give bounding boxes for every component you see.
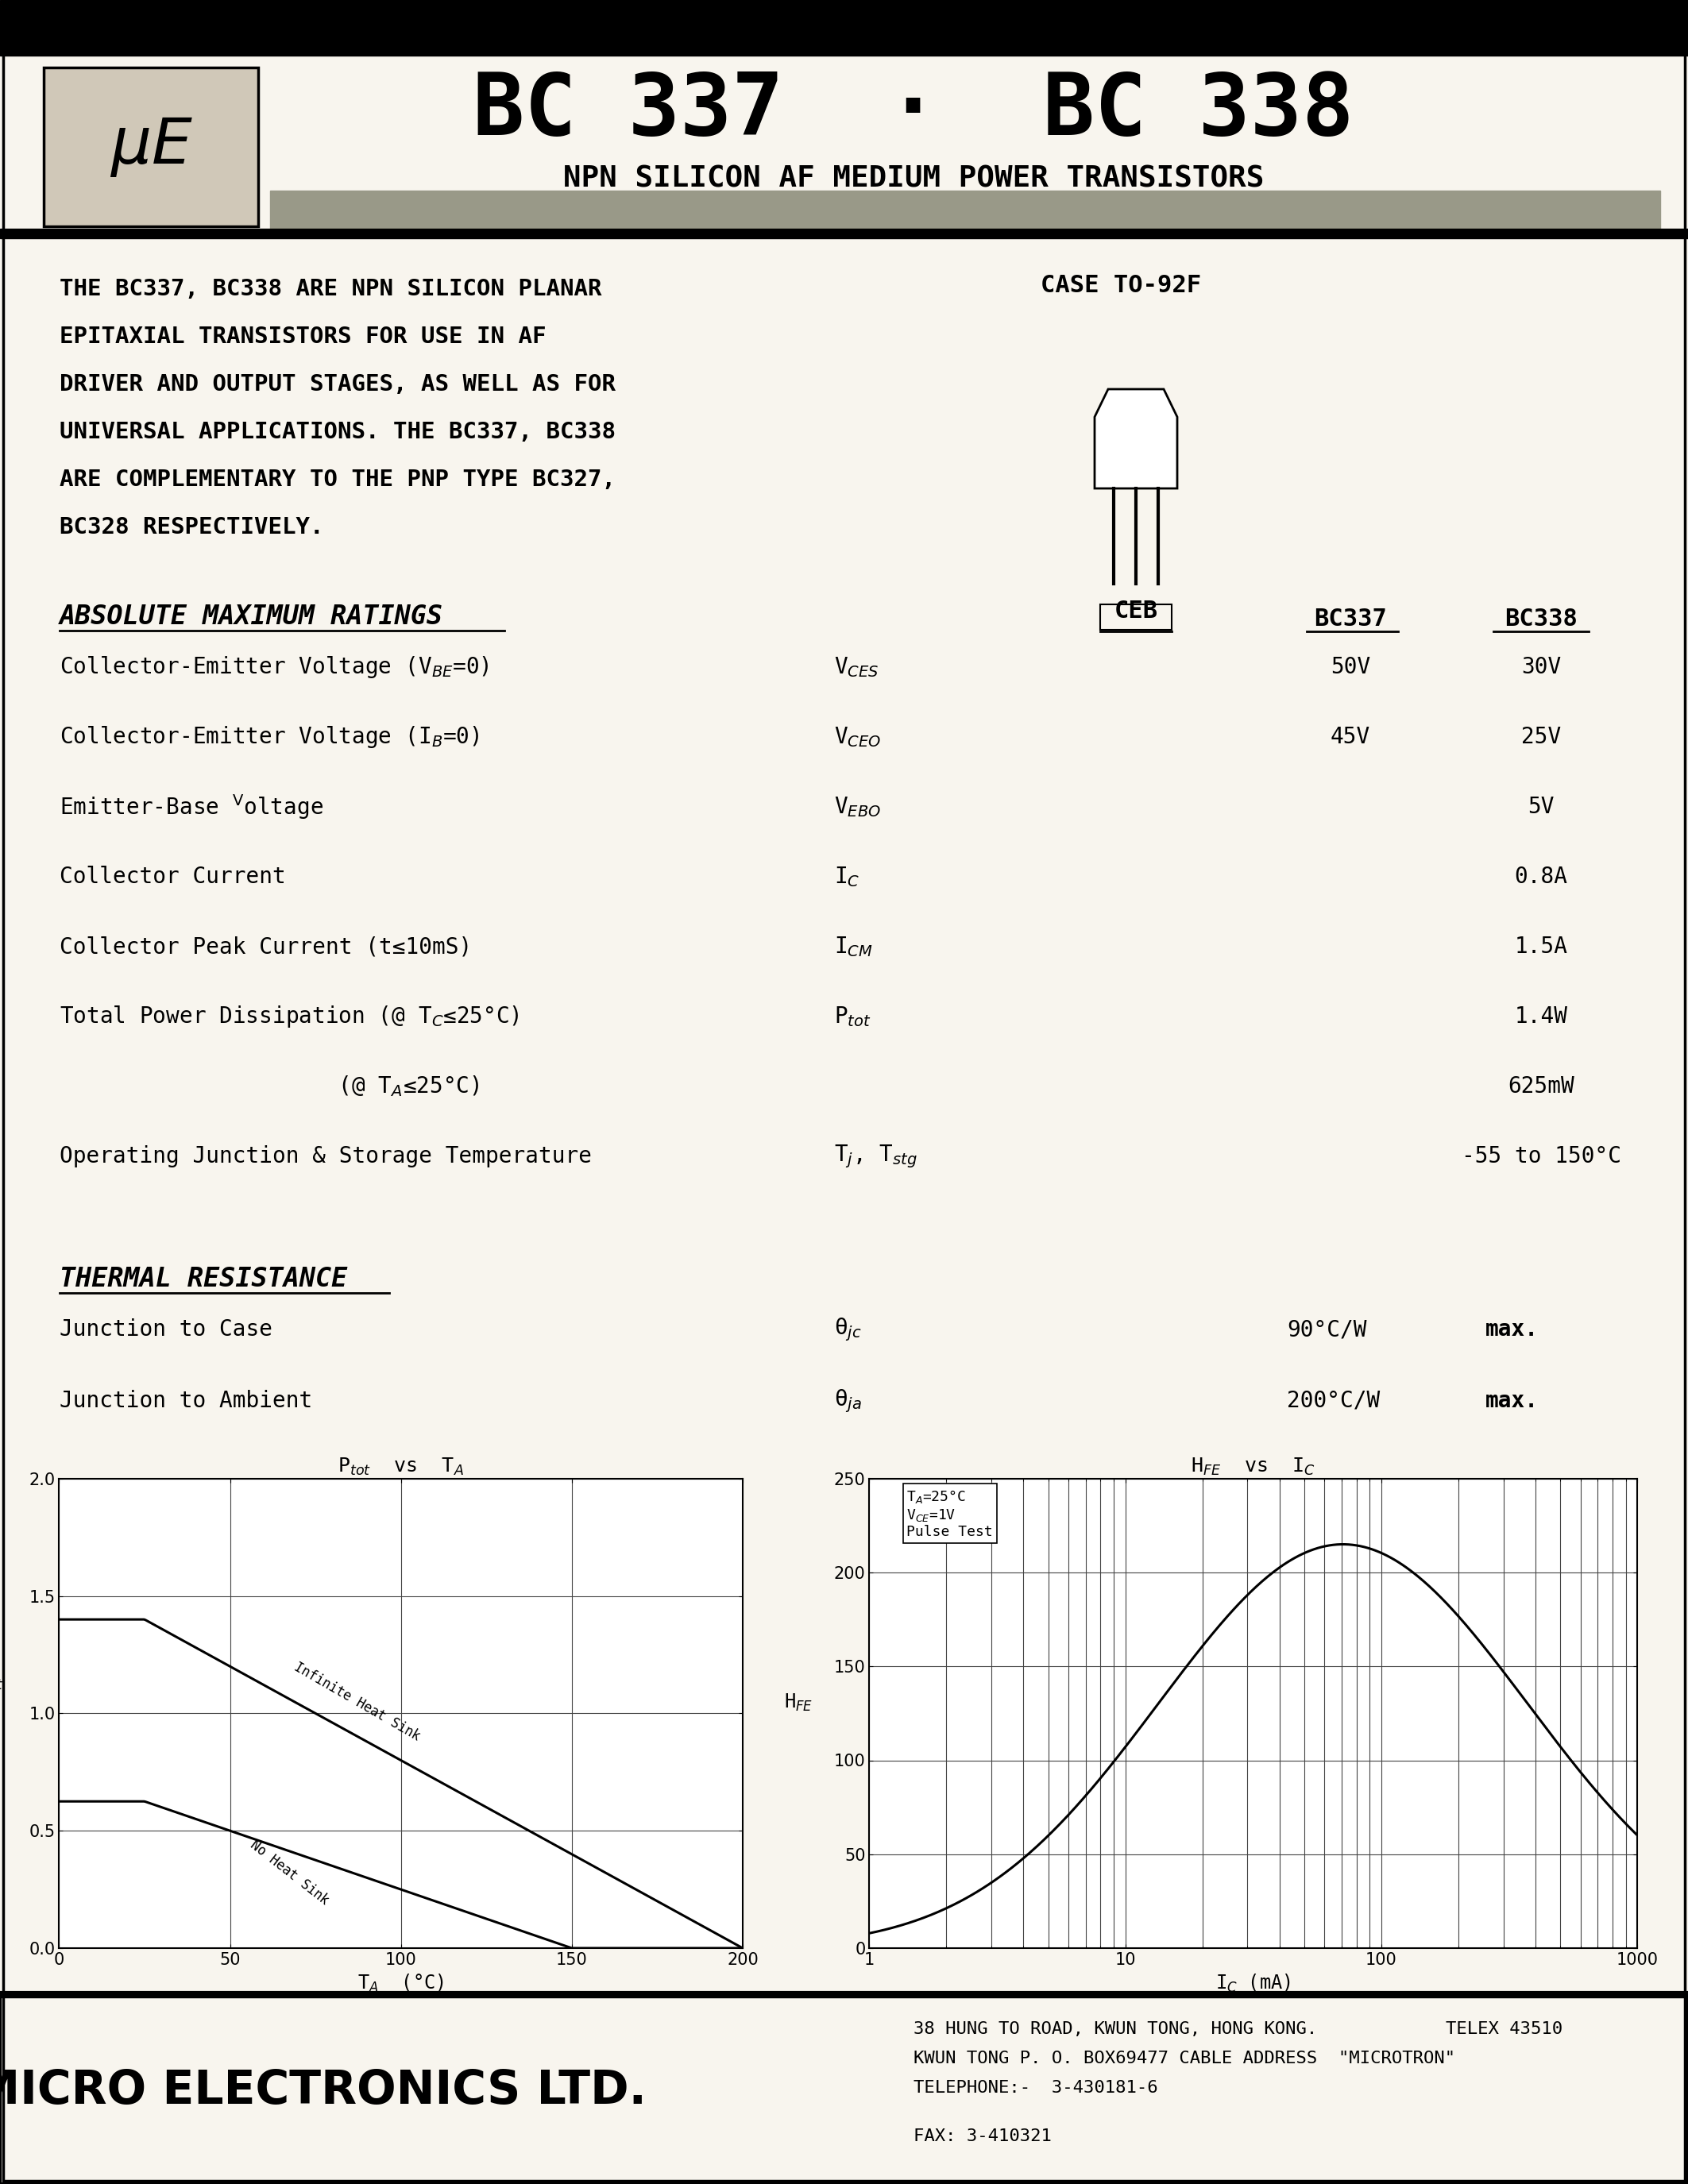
Text: Collector Peak Current (t≤10mS): Collector Peak Current (t≤10mS) <box>59 935 473 959</box>
Text: 1.4W: 1.4W <box>1514 1005 1568 1029</box>
Bar <box>1101 605 1171 629</box>
Text: THE BC337, BC338 ARE NPN SILICON PLANAR: THE BC337, BC338 ARE NPN SILICON PLANAR <box>59 277 601 299</box>
Text: TELEPHONE:-  3-430181-6: TELEPHONE:- 3-430181-6 <box>913 2079 1158 2097</box>
Text: Total Power Dissipation (@ T$_{C}$≤25°C): Total Power Dissipation (@ T$_{C}$≤25°C) <box>59 1005 520 1029</box>
Text: V$_{CES}$: V$_{CES}$ <box>834 655 879 679</box>
Text: 45V: 45V <box>1330 725 1371 749</box>
Text: ABSOLUTE MAXIMUM RATINGS: ABSOLUTE MAXIMUM RATINGS <box>59 603 444 629</box>
Y-axis label: H$_{FE}$: H$_{FE}$ <box>785 1693 814 1712</box>
Text: ARE COMPLEMENTARY TO THE PNP TYPE BC327,: ARE COMPLEMENTARY TO THE PNP TYPE BC327, <box>59 470 616 491</box>
Title: P$_{tot}$  vs  T$_A$: P$_{tot}$ vs T$_A$ <box>338 1457 464 1476</box>
Text: BC338: BC338 <box>1504 607 1578 631</box>
Bar <box>44 68 258 227</box>
Text: NPN SILICON AF MEDIUM POWER TRANSISTORS: NPN SILICON AF MEDIUM POWER TRANSISTORS <box>564 164 1264 192</box>
Text: Collector Current: Collector Current <box>59 865 285 889</box>
Title: H$_{FE}$  vs  I$_C$: H$_{FE}$ vs I$_C$ <box>1192 1457 1315 1476</box>
Text: I$_{C}$: I$_{C}$ <box>834 865 859 889</box>
Text: 50V: 50V <box>1330 655 1371 679</box>
Text: T$_A$=25°C
V$_{CE}$=1V
Pulse Test: T$_A$=25°C V$_{CE}$=1V Pulse Test <box>906 1487 993 1540</box>
Text: Junction to Ambient: Junction to Ambient <box>59 1389 312 1413</box>
Text: Collector-Emitter Voltage (V$_{BE}$=0): Collector-Emitter Voltage (V$_{BE}$=0) <box>59 655 490 679</box>
Text: θ$_{ja}$: θ$_{ja}$ <box>834 1387 863 1415</box>
Text: DRIVER AND OUTPUT STAGES, AS WELL AS FOR: DRIVER AND OUTPUT STAGES, AS WELL AS FOR <box>59 373 616 395</box>
Bar <box>270 190 1661 229</box>
Bar <box>0 1992 1688 2184</box>
Text: FAX: 3-410321: FAX: 3-410321 <box>913 2129 1052 2145</box>
Text: BC328 RESPECTIVELY.: BC328 RESPECTIVELY. <box>59 515 324 539</box>
Text: 25V: 25V <box>1521 725 1561 749</box>
Text: θ$_{jc}$: θ$_{jc}$ <box>834 1317 863 1343</box>
Text: 1.5A: 1.5A <box>1514 935 1568 959</box>
X-axis label: I$_C$ (mA): I$_C$ (mA) <box>1215 1972 1291 1994</box>
Text: 625mW: 625mW <box>1507 1075 1575 1099</box>
Y-axis label: P$_{tot}$
(W): P$_{tot}$ (W) <box>0 1671 3 1712</box>
Text: Operating Junction & Storage Temperature: Operating Junction & Storage Temperature <box>59 1144 592 1168</box>
Text: I$_{CM}$: I$_{CM}$ <box>834 935 873 959</box>
Text: max.: max. <box>1485 1319 1539 1341</box>
Text: max.: max. <box>1485 1389 1539 1413</box>
Text: No Heat Sink: No Heat Sink <box>246 1839 331 1909</box>
Text: T$_{j}$, T$_{stg}$: T$_{j}$, T$_{stg}$ <box>834 1142 918 1171</box>
Text: P$_{tot}$: P$_{tot}$ <box>834 1005 871 1029</box>
Text: (@ T$_{A}$≤25°C): (@ T$_{A}$≤25°C) <box>59 1075 479 1099</box>
Text: EPITAXIAL TRANSISTORS FOR USE IN AF: EPITAXIAL TRANSISTORS FOR USE IN AF <box>59 325 547 347</box>
Text: 0.8A: 0.8A <box>1514 865 1568 889</box>
Text: 30V: 30V <box>1521 655 1561 679</box>
Text: UNIVERSAL APPLICATIONS. THE BC337, BC338: UNIVERSAL APPLICATIONS. THE BC337, BC338 <box>59 422 616 443</box>
Text: 90°C/W: 90°C/W <box>1286 1319 1367 1341</box>
Text: Emitter-Base $^{\mathrm{V}}$oltage: Emitter-Base $^{\mathrm{V}}$oltage <box>59 793 324 821</box>
Text: $\mathit{\mu E}$: $\mathit{\mu E}$ <box>110 116 192 179</box>
Text: V$_{EBO}$: V$_{EBO}$ <box>834 795 881 819</box>
Text: Junction to Case: Junction to Case <box>59 1319 272 1341</box>
Bar <box>44 68 258 227</box>
Text: -55 to 150°C: -55 to 150°C <box>1462 1144 1620 1168</box>
Text: THERMAL RESISTANCE: THERMAL RESISTANCE <box>59 1267 348 1293</box>
Text: 200°C/W: 200°C/W <box>1286 1389 1381 1413</box>
Text: Collector-Emitter Voltage (I$_{B}$=0): Collector-Emitter Voltage (I$_{B}$=0) <box>59 725 479 749</box>
Bar <box>0 0 1688 55</box>
Text: V$_{CEO}$: V$_{CEO}$ <box>834 725 881 749</box>
Text: KWUN TONG P. O. BOX69477 CABLE ADDRESS  "MICROTRON": KWUN TONG P. O. BOX69477 CABLE ADDRESS "… <box>913 2051 1455 2066</box>
Text: CEB: CEB <box>1114 601 1158 622</box>
Text: BC 337  ·  BC 338: BC 337 · BC 338 <box>473 70 1354 153</box>
Text: CASE TO-92F: CASE TO-92F <box>1040 273 1202 297</box>
Text: MICRO ELECTRONICS LTD.: MICRO ELECTRONICS LTD. <box>0 2068 647 2112</box>
Text: 5V: 5V <box>1528 795 1555 819</box>
Bar <box>0 229 1688 238</box>
Text: Infinite Heat Sink: Infinite Heat Sink <box>292 1660 422 1743</box>
Text: BC337: BC337 <box>1313 607 1388 631</box>
X-axis label: T$_A$  (°C): T$_A$ (°C) <box>358 1972 444 1994</box>
Text: 38 HUNG TO ROAD, KWUN TONG, HONG KONG.: 38 HUNG TO ROAD, KWUN TONG, HONG KONG. <box>913 2020 1317 2038</box>
Bar <box>0 1992 1688 1998</box>
Polygon shape <box>1094 389 1177 489</box>
Text: TELEX 43510: TELEX 43510 <box>1445 2020 1563 2038</box>
